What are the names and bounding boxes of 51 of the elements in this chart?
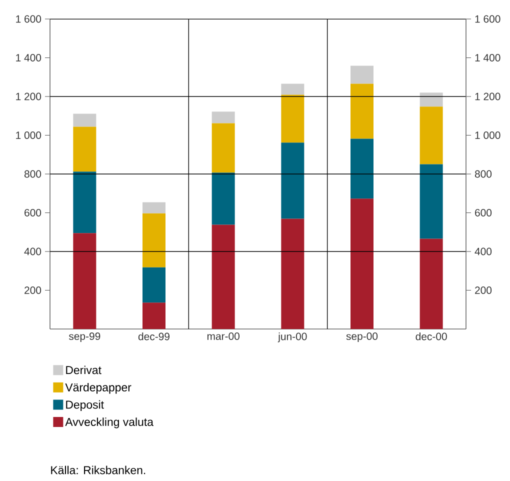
bar bbox=[420, 106, 443, 164]
bar bbox=[73, 172, 96, 234]
y-tick-label: 1 000 bbox=[16, 132, 42, 139]
bar bbox=[142, 302, 166, 329]
bar bbox=[73, 233, 96, 329]
bar bbox=[212, 172, 235, 225]
y-tick-label: 200 bbox=[24, 286, 42, 294]
bar bbox=[281, 94, 304, 143]
x-tick-label: dec-99 bbox=[138, 332, 170, 340]
bar bbox=[142, 267, 166, 303]
bar bbox=[281, 84, 304, 95]
y2-tick-label: 1 200 bbox=[475, 92, 500, 100]
legend-label: Värdepapper bbox=[65, 383, 132, 394]
y-tick-label: 1 600 bbox=[16, 15, 42, 23]
y2-tick-label: 1 400 bbox=[475, 54, 500, 62]
bar bbox=[350, 198, 374, 329]
y-tick-label: 400 bbox=[24, 248, 42, 256]
y-tick-label: 1 400 bbox=[16, 54, 42, 62]
bar bbox=[73, 126, 96, 172]
x-tick-label: sep-99 bbox=[68, 332, 100, 342]
bar bbox=[212, 112, 235, 124]
x-tick-label: mar-00 bbox=[207, 332, 240, 340]
y-tick-label: 800 bbox=[24, 170, 42, 178]
x-tick-label: sep-00 bbox=[346, 332, 378, 342]
x-tick-label: jun-00 bbox=[278, 332, 307, 342]
y-tick-label: 600 bbox=[24, 209, 42, 216]
bar bbox=[212, 123, 235, 173]
bar bbox=[212, 224, 235, 329]
bar bbox=[350, 84, 374, 139]
y2-tick-label: 800 bbox=[474, 170, 492, 178]
bar bbox=[420, 238, 443, 329]
text: Källa: Riksbanken. bbox=[51, 466, 146, 474]
bar bbox=[142, 213, 166, 268]
y2-tick-label: 400 bbox=[474, 248, 492, 256]
bar bbox=[73, 114, 96, 127]
bar bbox=[420, 92, 443, 107]
bar bbox=[420, 164, 443, 239]
legend-label: Avveckling valuta bbox=[65, 418, 154, 428]
x-tick-label: dec-00 bbox=[416, 332, 447, 340]
bar bbox=[350, 66, 374, 84]
legend-label: Derivat bbox=[66, 366, 102, 374]
bar bbox=[281, 142, 304, 219]
y2-tick-label: 600 bbox=[475, 209, 492, 216]
legend-label: Deposit bbox=[66, 400, 104, 411]
y-tick-label: 1 200 bbox=[16, 92, 42, 100]
bar bbox=[281, 218, 304, 329]
bar bbox=[350, 138, 374, 199]
y2-tick-label: 1 000 bbox=[475, 132, 500, 139]
bar bbox=[142, 202, 166, 214]
y2-tick-label: 200 bbox=[475, 286, 492, 294]
y2-tick-label: 1 600 bbox=[475, 15, 500, 23]
